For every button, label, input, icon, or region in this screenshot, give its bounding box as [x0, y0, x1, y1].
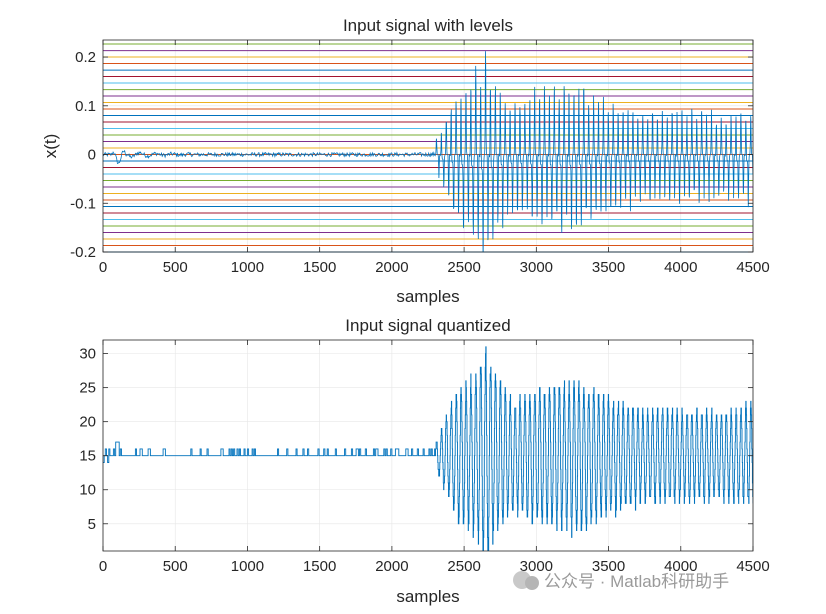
y-tick-label: -0.1: [70, 195, 96, 212]
axes-box-bottom: [102, 339, 754, 552]
quantized-line: [103, 346, 753, 551]
signal-line: [103, 51, 753, 252]
x-tick-label: 3500: [592, 259, 625, 276]
plot-area-top: [103, 40, 753, 252]
x-tick-label: 500: [163, 259, 188, 276]
y-tick-label: 20: [79, 414, 96, 431]
chart-title-bottom: Input signal quantized: [345, 316, 510, 335]
x-tick-label: 1500: [303, 259, 336, 276]
y-tick-label: 0: [88, 147, 96, 164]
x-tick-label: 2000: [375, 558, 408, 575]
plot-area-bottom: [103, 340, 753, 551]
axes-box-top: [102, 39, 754, 253]
y-ticks-bottom: 5 10 15 20 25 30: [79, 346, 753, 533]
x-tick-label: 0: [99, 558, 107, 575]
wechat-icon-bubble: [525, 576, 539, 590]
x-axis-label-top: samples: [396, 287, 459, 306]
y-ticks-top: -0.2 -0.1 0 0.1 0.2: [70, 49, 753, 261]
x-tick-label: 4500: [736, 558, 769, 575]
x-ticks-bottom: 0 500 1000 1500 2000 2500 3000 3500 4000 4500: [99, 340, 770, 575]
y-tick-label: 15: [79, 448, 96, 465]
x-tick-label: 2000: [375, 259, 408, 276]
x-tick-label: 1000: [231, 558, 264, 575]
axes-top: 0 500 1000 1500 2000 2500 3000 3500 4000 4500 -0.…: [41, 16, 770, 306]
x-tick-label: 2500: [447, 558, 480, 575]
y-axis-label-top: x(t): [41, 134, 60, 159]
y-tick-label: -0.2: [70, 244, 96, 261]
x-tick-label: 1000: [231, 259, 264, 276]
x-tick-label: 2500: [447, 259, 480, 276]
chart-title-top: Input signal with levels: [343, 16, 513, 35]
y-tick-label: 25: [79, 380, 96, 397]
x-tick-label: 500: [163, 558, 188, 575]
x-ticks-top: 0 500 1000 1500 2000 2500 3000 3500 4000 4500: [99, 40, 770, 276]
y-tick-label: 0.1: [75, 98, 96, 115]
x-tick-label: 3000: [520, 259, 553, 276]
x-tick-label: 4000: [664, 259, 697, 276]
y-tick-label: 30: [79, 346, 96, 363]
axes-bottom: 0 500 1000 1500 2000 2500 3000 3500 4000 4500 5 10…: [79, 316, 769, 606]
x-tick-label: 3500: [592, 558, 625, 575]
x-axis-label-bottom: samples: [396, 587, 459, 606]
x-tick-label: 0: [99, 259, 107, 276]
x-tick-label: 1500: [303, 558, 336, 575]
x-tick-label: 3000: [520, 558, 553, 575]
y-tick-label: 0.2: [75, 49, 96, 66]
y-tick-label: 5: [88, 516, 96, 533]
x-tick-label: 4500: [736, 259, 769, 276]
x-tick-label: 4000: [664, 558, 697, 575]
watermark-text: 公众号 · Matlab科研助手: [544, 572, 729, 591]
y-tick-label: 10: [79, 482, 96, 499]
watermark: 公众号 · Matlab科研助手: [513, 571, 729, 591]
